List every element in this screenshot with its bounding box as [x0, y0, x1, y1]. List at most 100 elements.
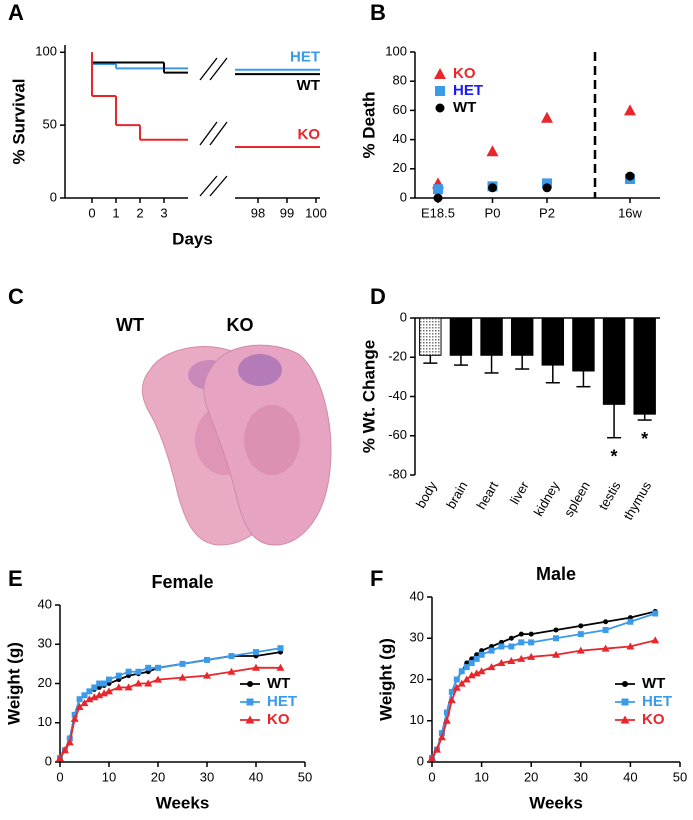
marker — [472, 669, 481, 677]
x-tick-label: 1 — [112, 205, 119, 220]
y-tick-label: 80 — [393, 73, 407, 88]
y-tick-label: 30 — [410, 630, 424, 645]
legend-label: KO — [267, 711, 290, 728]
marker — [76, 696, 83, 703]
y-axis-label: % Death — [359, 91, 378, 158]
marker — [553, 635, 559, 642]
legend-label: HET — [267, 693, 297, 710]
axis-break — [199, 121, 218, 146]
legend-label: KO — [642, 711, 665, 728]
marker — [154, 675, 162, 683]
marker — [507, 656, 516, 664]
marker — [477, 667, 486, 675]
marker — [453, 676, 460, 683]
bar — [602, 317, 626, 405]
x-tick-label: 0 — [88, 205, 95, 220]
marker — [85, 695, 94, 703]
marker — [553, 627, 559, 633]
y-axis-label: Weight (g) — [376, 638, 395, 721]
annotation: * — [611, 446, 618, 466]
marker — [620, 715, 630, 724]
marker — [433, 193, 443, 203]
y-tick-label: 40 — [393, 131, 407, 146]
y-tick-label: -60 — [388, 427, 407, 442]
marker — [178, 673, 187, 681]
x-tick-label: 2 — [136, 205, 143, 220]
marker — [577, 631, 584, 638]
x-tick-label: 98 — [251, 205, 265, 220]
y-tick-label: 10 — [38, 714, 52, 729]
marker — [603, 619, 609, 625]
x-tick-label: spleen — [561, 479, 593, 520]
marker — [428, 753, 436, 761]
embryo-detail — [238, 354, 282, 386]
bar — [541, 317, 565, 366]
x-tick-label: 99 — [280, 205, 294, 220]
marker — [227, 667, 236, 675]
x-axis-label: Days — [172, 229, 213, 248]
legend-label: HET — [642, 693, 672, 710]
marker — [487, 663, 496, 671]
annotation: * — [641, 429, 648, 449]
bar — [510, 317, 534, 356]
panel-label: F — [370, 566, 383, 591]
x-tick-label: heart — [473, 478, 501, 511]
x-tick-label: 10 — [474, 769, 488, 784]
x-tick-label: 30 — [574, 769, 588, 784]
y-tick-label: 100 — [385, 43, 407, 58]
marker — [626, 642, 635, 650]
bar — [480, 317, 503, 356]
marker — [527, 652, 536, 660]
marker — [95, 691, 104, 699]
marker — [60, 746, 69, 754]
marker — [468, 660, 475, 666]
y-axis-label: Weight (g) — [4, 642, 23, 725]
marker — [601, 644, 610, 652]
marker — [452, 683, 461, 691]
x-tick-label: 0 — [56, 769, 63, 784]
marker — [91, 684, 98, 691]
x-tick-label: kidney — [531, 478, 563, 518]
marker — [488, 647, 495, 654]
y-tick-label: 50 — [43, 117, 57, 132]
y-tick-label: 20 — [38, 675, 52, 690]
x-tick-label: thymus — [620, 478, 654, 522]
marker — [81, 692, 88, 699]
marker — [508, 643, 515, 650]
y-tick-label: 60 — [393, 102, 407, 117]
x-tick-label: body — [413, 478, 440, 510]
axis-break — [199, 57, 218, 81]
marker — [124, 683, 133, 691]
y-tick-label: 0 — [50, 189, 57, 204]
marker — [457, 679, 466, 687]
x-tick-label: 50 — [298, 769, 312, 784]
marker — [65, 738, 74, 746]
marker — [508, 635, 514, 641]
marker — [80, 699, 89, 707]
marker — [463, 664, 470, 671]
x-tick-label: 50 — [673, 769, 687, 784]
marker — [435, 103, 445, 113]
marker — [447, 696, 456, 704]
marker — [467, 671, 476, 679]
marker — [56, 754, 64, 762]
panel-label: A — [8, 0, 24, 25]
embryo-images — [141, 344, 332, 546]
marker — [105, 687, 113, 695]
marker — [458, 668, 465, 675]
bar — [449, 317, 473, 356]
panel-label: B — [370, 0, 386, 25]
marker — [442, 716, 451, 724]
marker — [75, 703, 84, 711]
marker — [518, 639, 525, 646]
marker — [438, 730, 445, 737]
axis-break — [209, 175, 228, 197]
x-tick-label: E18.5 — [421, 205, 455, 220]
x-tick-label: P2 — [539, 205, 555, 220]
marker — [528, 631, 534, 637]
marker — [432, 745, 441, 753]
marker — [437, 733, 446, 741]
y-axis-label: % Wt. Change — [359, 340, 378, 453]
series-label: WT — [297, 77, 320, 94]
marker — [245, 715, 255, 724]
